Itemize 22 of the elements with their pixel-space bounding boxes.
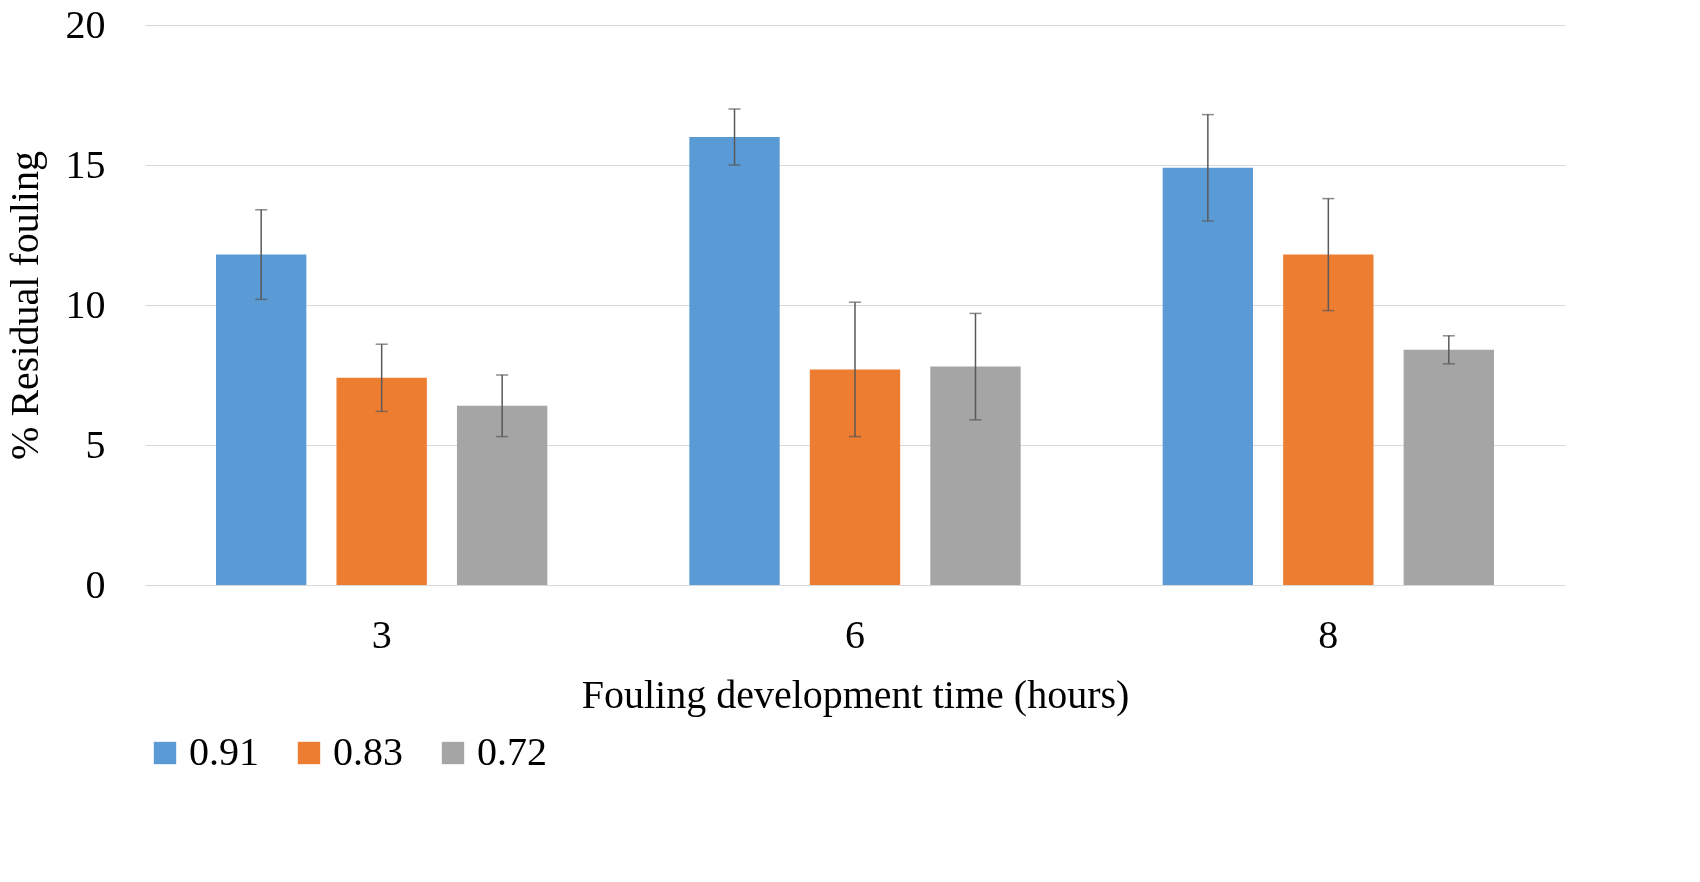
legend-label: 0.91 bbox=[189, 729, 259, 774]
bar bbox=[1283, 254, 1374, 585]
bar bbox=[930, 366, 1021, 585]
x-tick-label: 8 bbox=[1318, 611, 1339, 657]
y-tick-label: 20 bbox=[65, 1, 106, 47]
x-tick-label: 3 bbox=[371, 611, 392, 657]
y-tick-label: 5 bbox=[85, 421, 106, 467]
y-axis-title: % Residual fouling bbox=[1, 151, 47, 460]
bar bbox=[1162, 167, 1254, 585]
bar bbox=[216, 254, 307, 585]
x-axis-title: Fouling development time (hours) bbox=[581, 671, 1130, 717]
y-tick-label: 10 bbox=[65, 281, 106, 327]
x-tick-label: 6 bbox=[845, 611, 865, 657]
y-tick-label: 0 bbox=[85, 561, 106, 607]
bar bbox=[336, 377, 427, 585]
legend-label: 0.83 bbox=[333, 729, 403, 774]
bar bbox=[689, 137, 780, 585]
bar bbox=[456, 405, 548, 585]
bar bbox=[809, 369, 901, 585]
legend-label: 0.72 bbox=[477, 729, 547, 774]
y-tick-label: 15 bbox=[65, 141, 106, 187]
bar bbox=[1403, 349, 1494, 585]
